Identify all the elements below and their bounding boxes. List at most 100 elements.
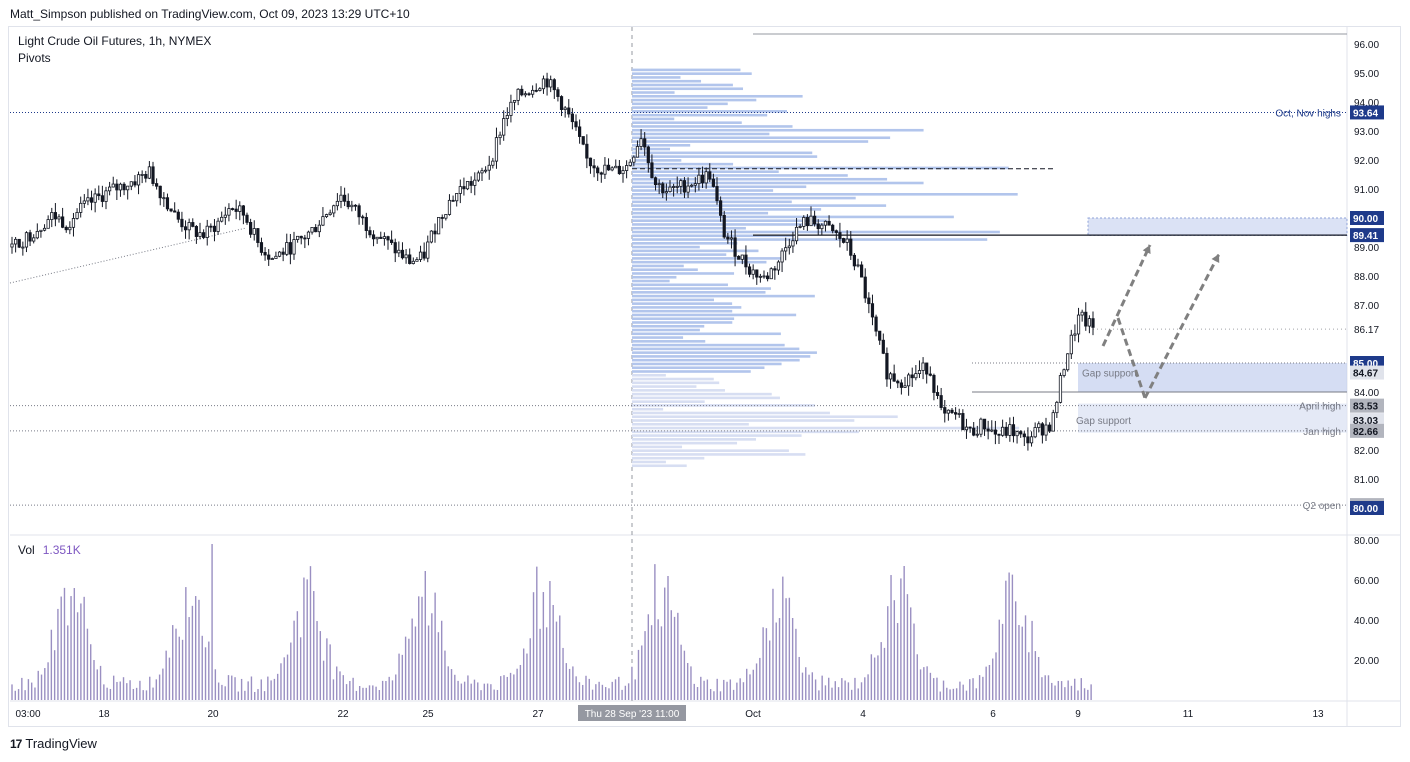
time-tick-label: 4 (860, 709, 866, 720)
candle-body (527, 93, 531, 96)
candle-body (914, 373, 918, 379)
candle-body (408, 254, 412, 264)
candle-body (64, 226, 68, 231)
candle-body (729, 237, 734, 240)
price-label-box (1350, 228, 1384, 243)
time-tick-label: 22 (337, 709, 349, 720)
candle-body (227, 208, 231, 216)
candle-body (147, 166, 151, 179)
price-label-box (1350, 501, 1384, 515)
chart-frame (8, 26, 1401, 727)
profile-bar (632, 87, 744, 91)
candle-body (574, 121, 578, 128)
candle-body (46, 219, 50, 229)
time-tick-label: 20 (207, 709, 219, 720)
profile-bar (632, 200, 792, 204)
candle-body (711, 178, 715, 187)
candle-body (202, 232, 206, 238)
candle-body (205, 225, 209, 238)
candle-body (578, 126, 582, 137)
candle-body (418, 251, 423, 260)
candle-body (1062, 369, 1066, 376)
candle-body (863, 276, 867, 299)
candle-body (870, 303, 875, 318)
candle-body (144, 174, 148, 179)
profile-bar (632, 396, 780, 400)
candle-body (364, 217, 368, 231)
candle-body (827, 220, 831, 226)
candle-body (878, 330, 882, 341)
candle-body (24, 232, 29, 248)
candle-body (404, 254, 408, 259)
candle-body (173, 210, 177, 213)
candle-body (75, 212, 79, 219)
candle-body (943, 407, 947, 414)
profile-bar (632, 72, 752, 75)
profile-bar (632, 159, 682, 162)
candle-body (538, 88, 542, 91)
candle-body (672, 186, 676, 188)
profile-bar (632, 306, 742, 309)
candle-body (635, 146, 640, 158)
candle-body (632, 156, 636, 163)
price-label-text: 83.03 (1353, 416, 1378, 427)
candle-body (480, 170, 484, 174)
time-tick-label: 11 (1183, 709, 1194, 720)
profile-bar (632, 110, 788, 113)
price-tick-label: 89.00 (1354, 243, 1379, 254)
price-label-box (1350, 398, 1384, 413)
tradingview-brand[interactable]: 17 TradingView (10, 736, 97, 751)
candle-body (722, 214, 726, 238)
candle-body (256, 228, 260, 243)
pivot-trendline (9, 227, 247, 284)
volume-title: Vol 1.351K (18, 543, 81, 557)
candle-body (303, 237, 307, 240)
candle-body (292, 239, 296, 255)
candle-body (249, 221, 253, 235)
candle-body (964, 426, 969, 431)
candle-body (494, 137, 499, 162)
candle-body (1029, 436, 1034, 444)
candle-body (831, 224, 835, 232)
profile-bar (632, 260, 767, 264)
profile-bar (632, 275, 677, 279)
price-tick-label: 96.00 (1354, 40, 1379, 51)
candle-body (935, 392, 940, 396)
candle-body (925, 362, 929, 375)
candle-body (552, 79, 556, 91)
profile-bar (632, 177, 888, 181)
profile-bar (632, 464, 687, 468)
price-label-text: 80.00 (1353, 504, 1378, 515)
profile-bar (632, 400, 705, 403)
candle-body (664, 191, 668, 194)
candle-body (274, 255, 278, 259)
profile-bar (632, 140, 869, 143)
candle-body (183, 226, 188, 231)
level-label: Q2 open (1303, 501, 1341, 512)
candle-body (252, 228, 256, 235)
candle-body (856, 264, 860, 267)
candle-body (802, 217, 806, 227)
candle-body (740, 254, 744, 260)
candle-body (621, 170, 625, 175)
candle-body (241, 205, 245, 216)
candle-body (917, 370, 922, 375)
candle-body (838, 232, 842, 239)
candle-body (151, 166, 155, 184)
candle-body (737, 255, 741, 260)
candle-body (834, 230, 838, 233)
candle-body (465, 181, 470, 190)
level-label: April high (1299, 402, 1341, 413)
candle-body (285, 242, 289, 255)
forecast-arrow-down (1116, 317, 1147, 399)
profile-bar (632, 426, 1020, 430)
candle-body (1044, 424, 1048, 436)
candle-body (841, 238, 846, 243)
candle-body (614, 165, 618, 169)
candle-body (328, 212, 332, 215)
candle-body (708, 171, 712, 180)
candle-body (921, 362, 925, 371)
candle-body (1037, 423, 1041, 428)
profile-bar (632, 215, 954, 219)
